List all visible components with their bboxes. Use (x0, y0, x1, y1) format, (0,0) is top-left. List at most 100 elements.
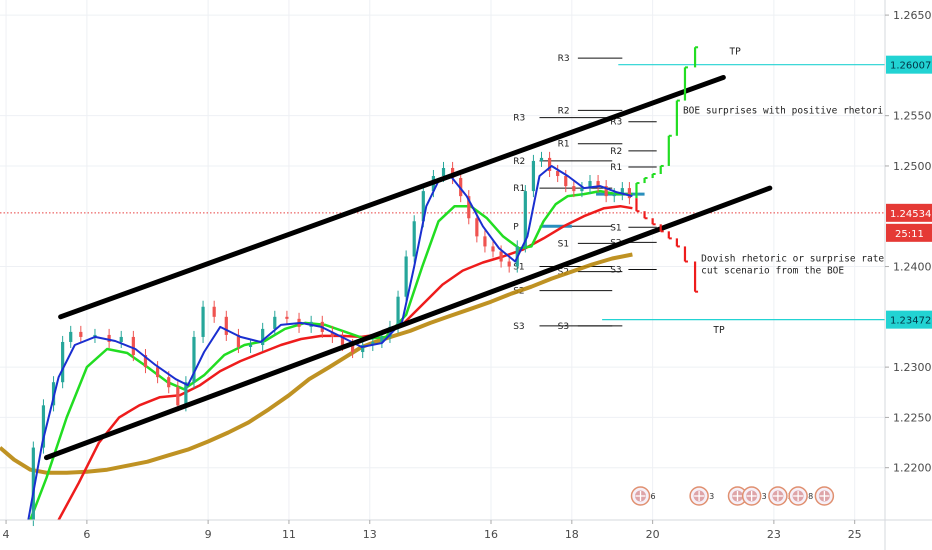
candle-body (572, 186, 576, 192)
candle-body (507, 261, 511, 267)
candle-body (41, 405, 46, 448)
x-tick-label: 18 (565, 528, 579, 541)
y-tick-label: 1.23000 (893, 361, 932, 374)
pivot-label-r2: R2 (558, 106, 570, 116)
countdown-tag (886, 223, 932, 242)
candle-body (421, 191, 425, 222)
candle-body (627, 188, 632, 199)
candle-body (340, 336, 345, 345)
y-tick-label: 1.26500 (893, 9, 932, 22)
candle-body (224, 316, 228, 335)
y-tick-label: 1.25500 (893, 110, 932, 123)
pivot-label-r2: R2 (610, 147, 622, 157)
candle-body (167, 377, 171, 388)
candle-body (31, 447, 35, 520)
candle-body (236, 334, 241, 348)
candle-body (61, 341, 65, 383)
candle-body (330, 331, 334, 337)
candle-body (475, 218, 479, 237)
scenarios: BOE surprises with positive rhetori TP Dov… (635, 46, 884, 336)
x-tick-label: 4 (3, 528, 10, 541)
pivot-label-r1: R1 (558, 140, 570, 150)
pivot-label-s1: S1 (513, 263, 524, 273)
y-tick-label: 1.22000 (893, 462, 932, 475)
candle-body (143, 355, 148, 368)
candle-body (499, 251, 503, 262)
bearish-tp-label: TP (713, 325, 725, 336)
ema-red-line (57, 204, 633, 521)
pivot-label-r2: R2 (513, 157, 525, 167)
pivot-label-r1: R1 (513, 184, 525, 194)
y-tick-label: 1.23472 (890, 316, 931, 327)
candle-body (612, 194, 616, 197)
candle-body (620, 188, 624, 195)
candle-body (119, 336, 123, 342)
bullish-tp-label: TP (729, 46, 741, 57)
candle-body (212, 306, 216, 317)
y-tick-label: 1.22500 (893, 411, 932, 424)
event-count-label: 8 (808, 492, 813, 501)
candle-body (523, 191, 527, 247)
x-tick-label: 11 (282, 528, 296, 541)
candle-body (604, 186, 608, 197)
candle-body (531, 160, 536, 192)
candle-body (201, 306, 205, 337)
bearish-scenario-text-2: cut scenario from the BOE (701, 266, 844, 277)
x-tick-label: 25 (848, 528, 862, 541)
price-series (27, 151, 633, 527)
candle-body (467, 196, 471, 219)
pivot-label-s1: S1 (558, 239, 569, 249)
candle-body (396, 296, 400, 327)
trend-channel[interactable] (43, 74, 773, 461)
candle-body (176, 387, 180, 406)
candle-body (131, 336, 135, 356)
event-icons[interactable]: 633328 (630, 486, 835, 506)
candle-body (580, 188, 584, 192)
channel-lower-line[interactable] (43, 185, 773, 461)
x-tick-label: 20 (646, 528, 660, 541)
x-tick-label: 23 (767, 528, 781, 541)
pivot-label-s3: S3 (513, 322, 524, 332)
x-tick-label: 13 (363, 528, 377, 541)
candle-body (596, 181, 600, 187)
pivot-label-s1: S1 (610, 223, 621, 233)
event-count-label: 6 (651, 492, 656, 501)
bearish-scenario-text-1: Dovish rhetoric or surprise rate (701, 254, 884, 265)
tp-levels (0, 64, 885, 321)
candle-body (248, 344, 253, 348)
event-count-label: 3 (709, 492, 714, 501)
candle-body (350, 344, 355, 353)
candle-body (441, 167, 446, 177)
channel-upper-line[interactable] (58, 74, 726, 320)
candle-body (261, 328, 265, 345)
bullish-scenario-text: BOE surprises with positive rhetori (683, 106, 883, 117)
candle-body (285, 316, 289, 319)
candle-body (556, 170, 560, 177)
pivot-label-r3: R3 (513, 114, 525, 124)
candle-body (380, 336, 384, 342)
y-tick-label: 1.24000 (893, 261, 932, 274)
ema-gold-line (0, 252, 633, 475)
candle-body (483, 236, 487, 247)
candle-body (156, 367, 160, 378)
candle-body (491, 246, 495, 252)
pivot-label-s3: S3 (610, 266, 621, 276)
countdown-label: 25:11 (895, 229, 924, 240)
x-tick-label: 9 (205, 528, 212, 541)
tp-price-tag (886, 310, 932, 329)
candle-body (404, 256, 408, 297)
candle-body (69, 331, 73, 342)
y-tick-label: 1.24534 (890, 209, 931, 220)
pivot-label-r3: R3 (610, 118, 622, 128)
candle-body (361, 344, 365, 353)
pivot-label-p: P (513, 222, 519, 232)
candle-body (371, 341, 375, 345)
candle-body (184, 382, 188, 406)
tp-price-tag (886, 55, 932, 74)
pivot-label-s3: S3 (558, 322, 569, 332)
candle-body (588, 181, 592, 189)
candle-body (564, 176, 568, 187)
candle-body (547, 157, 552, 171)
